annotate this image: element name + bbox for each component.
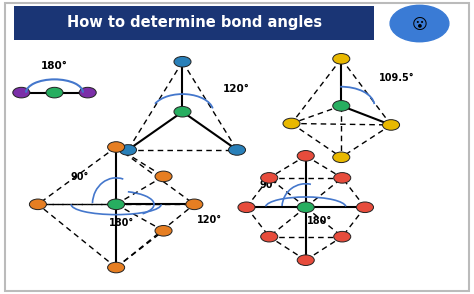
Circle shape xyxy=(119,145,137,155)
Text: 120°: 120° xyxy=(197,215,222,225)
Circle shape xyxy=(297,151,314,161)
Text: How to determine bond angles: How to determine bond angles xyxy=(67,15,322,30)
Circle shape xyxy=(108,142,125,152)
Circle shape xyxy=(261,173,278,183)
Circle shape xyxy=(261,231,278,242)
Text: 90°: 90° xyxy=(70,172,89,182)
Circle shape xyxy=(333,152,350,163)
Circle shape xyxy=(383,120,400,130)
Text: 120°: 120° xyxy=(223,84,250,94)
Circle shape xyxy=(46,87,63,98)
Circle shape xyxy=(333,54,350,64)
FancyBboxPatch shape xyxy=(14,6,374,40)
Circle shape xyxy=(79,87,96,98)
Circle shape xyxy=(334,231,351,242)
Circle shape xyxy=(108,199,125,210)
Circle shape xyxy=(108,262,125,273)
Circle shape xyxy=(186,199,203,210)
Circle shape xyxy=(390,5,449,42)
Circle shape xyxy=(333,101,350,111)
Circle shape xyxy=(228,145,246,155)
Circle shape xyxy=(238,202,255,213)
Text: 180°: 180° xyxy=(41,61,68,71)
Circle shape xyxy=(29,199,46,210)
Text: 180°: 180° xyxy=(109,218,134,228)
Text: 90°: 90° xyxy=(260,180,278,190)
Circle shape xyxy=(155,225,172,236)
Circle shape xyxy=(356,202,374,213)
Circle shape xyxy=(283,118,300,129)
Text: 😮: 😮 xyxy=(411,17,428,33)
Circle shape xyxy=(297,255,314,265)
Circle shape xyxy=(13,87,30,98)
Circle shape xyxy=(297,202,314,213)
Circle shape xyxy=(334,173,351,183)
Text: 109.5°: 109.5° xyxy=(379,73,415,83)
Circle shape xyxy=(155,171,172,182)
Text: 180°: 180° xyxy=(307,216,332,226)
Circle shape xyxy=(174,106,191,117)
Circle shape xyxy=(174,56,191,67)
